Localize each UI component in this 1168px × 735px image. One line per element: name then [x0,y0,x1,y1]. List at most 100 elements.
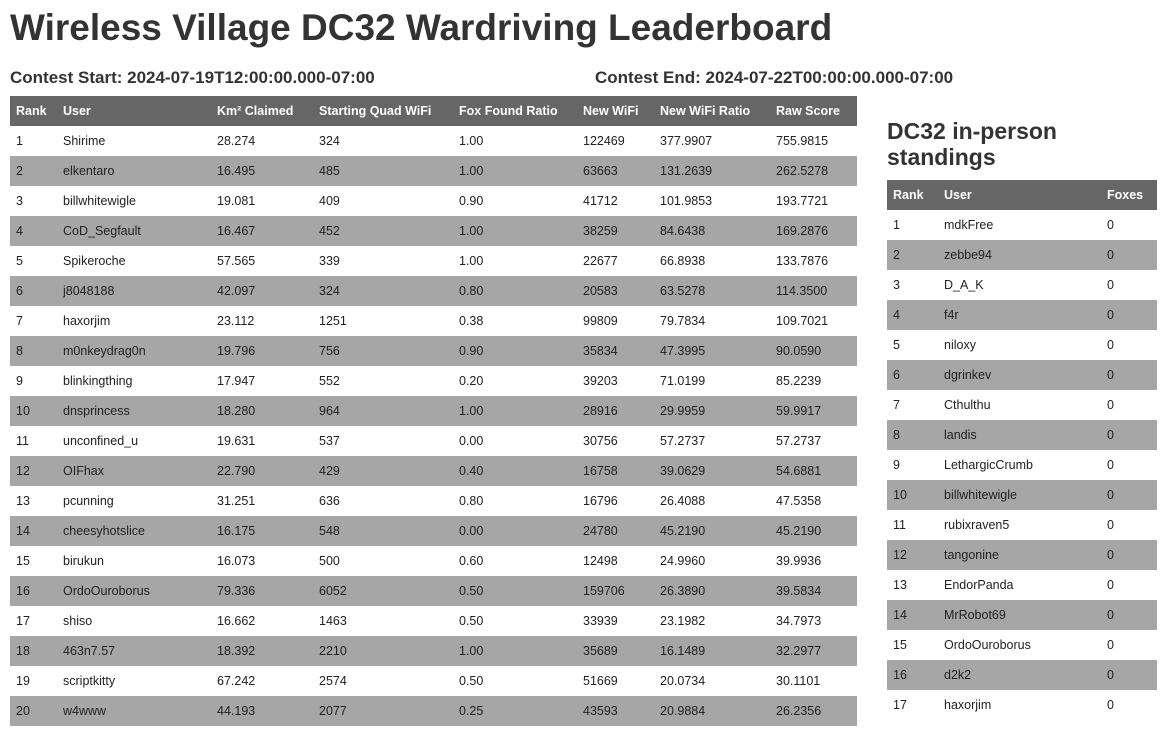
cell-foxes: 0 [1101,570,1157,600]
cell-user: OrdoOuroborus [57,576,211,606]
cell-fox-found-ratio: 1.00 [453,216,577,246]
cell-fox-found-ratio: 0.90 [453,186,577,216]
cell-new-wifi-ratio: 57.2737 [654,426,770,456]
cell-new-wifi: 20583 [577,276,654,306]
cell-fox-found-ratio: 0.00 [453,426,577,456]
in-person-title: DC32 in-person standings [887,118,1057,170]
cell-fox-found-ratio: 0.50 [453,666,577,696]
in-person-table: Rank User Foxes 1 mdkFree 0 2 zebbe94 0 3 D_A_K 0 4… [887,180,1157,720]
leaderboard-row: 8 m0nkeydrag0n 19.796 756 0.90 35834 47.3995 90… [10,336,857,366]
cell-km2-claimed: 16.073 [211,546,313,576]
cell-foxes: 0 [1101,450,1157,480]
leaderboard-row: 9 blinkingthing 17.947 552 0.20 39203 71.0199 8… [10,366,857,396]
cell-fox-found-ratio: 1.00 [453,156,577,186]
cell-foxes: 0 [1101,270,1157,300]
cell-rank: 10 [887,480,938,510]
cell-rank: 5 [887,330,938,360]
cell-new-wifi-ratio: 39.0629 [654,456,770,486]
cell-fox-found-ratio: 0.80 [453,276,577,306]
column-header-user: User [57,96,211,126]
cell-fox-found-ratio: 0.50 [453,606,577,636]
cell-rank: 16 [887,660,938,690]
cell-foxes: 0 [1101,690,1157,720]
cell-new-wifi-ratio: 47.3995 [654,336,770,366]
cell-raw-score: 54.6881 [770,456,857,486]
cell-starting-quad-wifi: 500 [313,546,453,576]
leaderboard-row: 5 Spikeroche 57.565 339 1.00 22677 66.8938 133.… [10,246,857,276]
cell-km2-claimed: 19.631 [211,426,313,456]
cell-starting-quad-wifi: 429 [313,456,453,486]
in-person-row: 8 landis 0 [887,420,1157,450]
leaderboard-row: 6 j8048188 42.097 324 0.80 20583 63.5278 114.35… [10,276,857,306]
cell-user: dnsprincess [57,396,211,426]
column-header-new-wifi: New WiFi [577,96,654,126]
cell-user: LethargicCrumb [938,450,1101,480]
cell-fox-found-ratio: 0.50 [453,576,577,606]
in-person-row: 1 mdkFree 0 [887,210,1157,240]
cell-raw-score: 85.2239 [770,366,857,396]
cell-foxes: 0 [1101,330,1157,360]
leaderboard-row: 17 shiso 16.662 1463 0.50 33939 23.1982 34.7973 [10,606,857,636]
cell-user: shiso [57,606,211,636]
column-header-starting-quad-wifi: Starting Quad WiFi [313,96,453,126]
cell-foxes: 0 [1101,480,1157,510]
cell-user: MrRobot69 [938,600,1101,630]
cell-km2-claimed: 42.097 [211,276,313,306]
cell-rank: 2 [10,156,57,186]
cell-rank: 1 [887,210,938,240]
cell-new-wifi: 30756 [577,426,654,456]
cell-raw-score: 39.9936 [770,546,857,576]
cell-new-wifi-ratio: 63.5278 [654,276,770,306]
cell-new-wifi-ratio: 101.9853 [654,186,770,216]
cell-km2-claimed: 18.392 [211,636,313,666]
cell-rank: 15 [10,546,57,576]
cell-raw-score: 47.5358 [770,486,857,516]
cell-user: Shirime [57,126,211,156]
cell-user: d2k2 [938,660,1101,690]
cell-user: birukun [57,546,211,576]
cell-new-wifi-ratio: 79.7834 [654,306,770,336]
cell-km2-claimed: 28.274 [211,126,313,156]
cell-rank: 9 [887,450,938,480]
cell-rank: 13 [887,570,938,600]
cell-starting-quad-wifi: 1251 [313,306,453,336]
cell-foxes: 0 [1101,510,1157,540]
cell-km2-claimed: 16.662 [211,606,313,636]
in-person-row: 2 zebbe94 0 [887,240,1157,270]
cell-rank: 7 [887,390,938,420]
in-person-row: 10 billwhitewigle 0 [887,480,1157,510]
cell-rank: 9 [10,366,57,396]
cell-new-wifi: 63663 [577,156,654,186]
cell-raw-score: 90.0590 [770,336,857,366]
contest-start: Contest Start: 2024-07-19T12:00:00.000-0… [10,68,375,87]
column-header-new-wifi-ratio: New WiFi Ratio [654,96,770,126]
cell-km2-claimed: 19.081 [211,186,313,216]
cell-user: dgrinkev [938,360,1101,390]
cell-new-wifi-ratio: 26.3890 [654,576,770,606]
leaderboard-table: Rank User Km² Claimed Starting Quad WiFi Fox… [10,96,857,726]
cell-fox-found-ratio: 0.80 [453,486,577,516]
page-title: Wireless Village DC32 Wardriving Leaderb… [10,7,833,48]
leaderboard-row: 11 unconfined_u 19.631 537 0.00 30756 57.2737 5… [10,426,857,456]
cell-starting-quad-wifi: 485 [313,156,453,186]
cell-starting-quad-wifi: 452 [313,216,453,246]
cell-raw-score: 169.2876 [770,216,857,246]
cell-user: EndorPanda [938,570,1101,600]
cell-raw-score: 114.3500 [770,276,857,306]
leaderboard-row: 19 scriptkitty 67.242 2574 0.50 51669 20.0734 3… [10,666,857,696]
cell-new-wifi-ratio: 16.1489 [654,636,770,666]
cell-new-wifi-ratio: 71.0199 [654,366,770,396]
cell-new-wifi: 28916 [577,396,654,426]
leaderboard-row: 3 billwhitewigle 19.081 409 0.90 41712 101.985… [10,186,857,216]
cell-new-wifi: 122469 [577,126,654,156]
cell-starting-quad-wifi: 1463 [313,606,453,636]
in-person-row: 15 OrdoOuroborus 0 [887,630,1157,660]
in-person-row: 11 rubixraven5 0 [887,510,1157,540]
cell-foxes: 0 [1101,360,1157,390]
cell-rank: 12 [10,456,57,486]
cell-km2-claimed: 16.467 [211,216,313,246]
cell-starting-quad-wifi: 2574 [313,666,453,696]
cell-fox-found-ratio: 0.20 [453,366,577,396]
cell-raw-score: 59.9917 [770,396,857,426]
